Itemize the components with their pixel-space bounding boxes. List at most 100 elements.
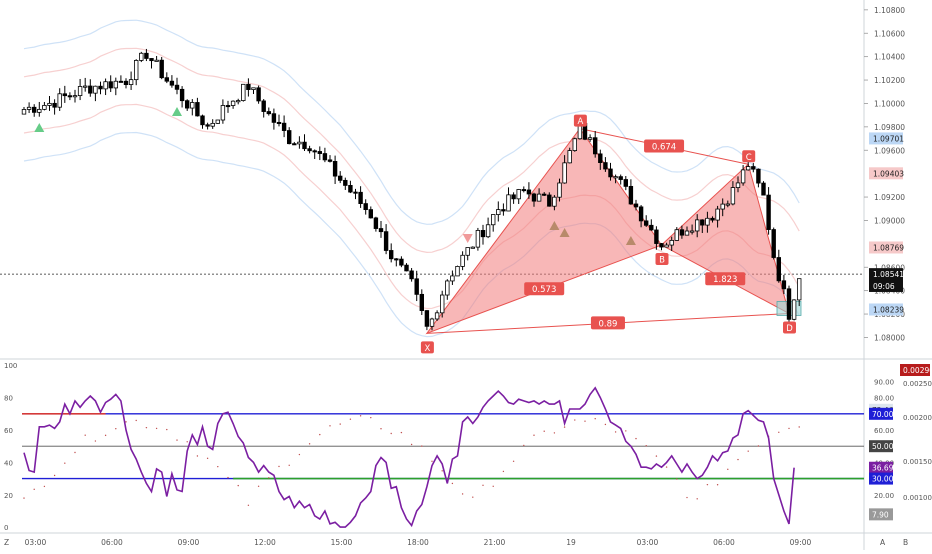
candle-body [139, 52, 144, 61]
dotted-indicator-point [23, 497, 25, 499]
candle-body [608, 168, 613, 178]
triangle-down-marker [462, 234, 473, 243]
oscillator-left-tick: 80 [4, 395, 13, 403]
dotted-indicator-point [257, 485, 260, 487]
dotted-indicator-point [186, 441, 188, 443]
candle-body [470, 246, 475, 249]
candle-body [429, 318, 435, 327]
candle-body [516, 189, 521, 200]
ratio-label-bg [705, 272, 746, 286]
candle-body [322, 153, 328, 161]
dotted-indicator-point [553, 432, 556, 434]
dotted-indicator-point [390, 432, 392, 435]
dotted-indicator-point [298, 453, 301, 456]
envelope-band [23, 103, 800, 310]
candle-body [725, 203, 730, 206]
time-tick-label: 03:00 [25, 538, 47, 547]
dotted-indicator-point [431, 460, 433, 463]
corner-a-label: A [880, 538, 886, 547]
time-tick-label: 06:00 [713, 538, 735, 547]
dotted-indicator-point [410, 443, 413, 446]
price-level-label: 1.08769 [873, 243, 904, 252]
dotted-indicator-point [268, 477, 270, 479]
candle-body [501, 209, 506, 212]
price-tick-label: 1.10200 [874, 76, 905, 85]
dotted-indicator-point [594, 417, 596, 420]
dotted-indicator-point [217, 465, 219, 468]
dotted-indicator-point [33, 488, 35, 491]
candle-body [154, 59, 159, 62]
candle-body [307, 148, 312, 152]
oscillator-right-tick: 20.00 [874, 492, 894, 500]
candle-body [103, 81, 108, 90]
dotted-indicator-point [747, 450, 749, 452]
candle-body [399, 258, 404, 266]
oscillator-left-tick: 60 [4, 427, 13, 435]
dotted-indicator-point [339, 423, 341, 425]
dotted-indicator-point [737, 458, 739, 461]
dotted-indicator-point [757, 445, 760, 447]
dotted-indicator-point [635, 437, 637, 440]
oscillator-readout-label: 50.00 [872, 442, 894, 451]
triangle-up-marker [549, 221, 560, 230]
candle-body [526, 189, 532, 195]
time-tick-label: 03:00 [637, 538, 659, 547]
candlesticks[interactable] [21, 48, 802, 331]
candle-body [108, 81, 113, 89]
candle-body [113, 80, 118, 89]
candle-body [485, 224, 491, 238]
candle-body [664, 244, 669, 248]
candle-body [184, 100, 190, 109]
time-tick-label: 06:00 [101, 538, 123, 547]
time-tick-label: 15:00 [331, 538, 353, 547]
candle-body [644, 220, 649, 226]
price-level-badge [869, 241, 903, 254]
price-level-badge [869, 132, 903, 145]
dotted-indicator-point [778, 431, 780, 434]
candle-body [363, 203, 368, 211]
price-level-badge [869, 268, 903, 281]
candle-body [496, 209, 501, 215]
dotted-indicator-point [349, 418, 352, 420]
pattern-labels: X A B C D 0.674 0.573 1.823 0.89 [420, 114, 796, 354]
candle-body [378, 228, 384, 233]
time-tick-label: 12:00 [254, 538, 276, 547]
candle-body [368, 209, 373, 219]
candle-body [230, 100, 236, 106]
axes: 1.10800 1.10600 1.10400 1.10200 1.10000 1.098… [4, 6, 908, 547]
dotted-indicator-point [43, 485, 46, 488]
candle-body [705, 217, 710, 226]
candle-body [740, 169, 746, 184]
candle-body [684, 230, 690, 236]
dotted-indicator-point [798, 426, 800, 428]
dotted-indicator-point [84, 434, 86, 436]
dotted-indicator-point [176, 439, 178, 441]
oscillator-readout-badge [869, 440, 893, 453]
candle-body [123, 80, 129, 85]
dotted-indicator-point [574, 419, 576, 421]
dotted-indicator-point [461, 493, 464, 495]
envelope-band [23, 47, 800, 254]
oscillator-readout-badge [869, 407, 893, 420]
price-tick-label: 1.08600 [874, 263, 905, 272]
candle-body [358, 191, 363, 204]
candle-body [593, 137, 598, 155]
dotted-indicator-point [706, 483, 709, 486]
ratio-label: 1.823 [713, 275, 737, 285]
candle-body [598, 153, 603, 163]
candle-body [659, 243, 664, 248]
candle-body [490, 214, 496, 226]
envelope-band [23, 19, 800, 225]
dotted-indicator-point [115, 428, 117, 430]
dotted-indicator-point [604, 423, 607, 426]
candle-body [302, 141, 307, 150]
dotted-indicator-point [288, 464, 290, 466]
candle-body [286, 130, 292, 145]
dotted-indicator-point [451, 482, 454, 485]
candle-body [266, 111, 271, 115]
signal-markers [34, 107, 636, 245]
candle-body [445, 280, 450, 296]
candle-body [373, 217, 379, 229]
